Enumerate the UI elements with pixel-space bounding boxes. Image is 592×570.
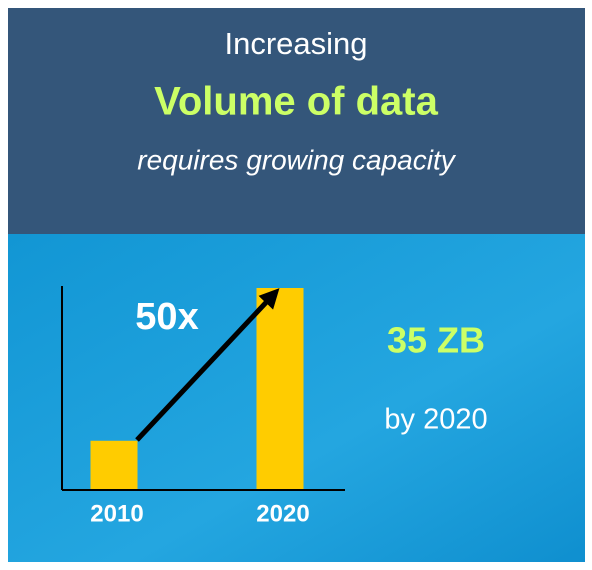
bar — [256, 288, 304, 489]
subtitle: requires growing capacity — [137, 144, 456, 175]
x-tick-label: 2020 — [256, 500, 309, 527]
total-label: 35 ZB — [387, 320, 485, 361]
bar — [90, 440, 138, 489]
growth-arrow — [135, 288, 280, 442]
ratio-label: 50x — [135, 296, 198, 338]
x-tick-label: 2010 — [90, 500, 143, 527]
headline: Volume of data — [154, 80, 438, 124]
title: Increasing — [224, 26, 367, 61]
year-note: by 2020 — [384, 404, 487, 436]
header-panel — [8, 8, 585, 234]
